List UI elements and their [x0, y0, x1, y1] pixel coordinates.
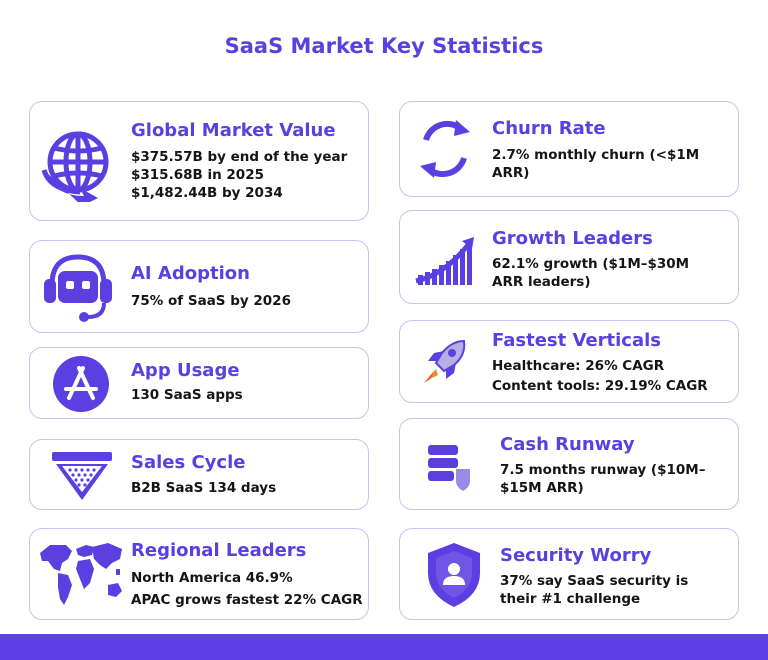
- card-lines: Healthcare: 26% CAGR Content tools: 29.1…: [492, 356, 708, 396]
- card-title: Regional Leaders: [131, 540, 307, 561]
- card-ai-adoption: AI Adoption 75% of SaaS by 2026: [29, 240, 369, 333]
- card-title: Sales Cycle: [131, 452, 246, 473]
- card-cash-runway: Cash Runway 7.5 months runway ($10M–$15M…: [399, 418, 739, 510]
- card-title: Growth Leaders: [492, 228, 653, 249]
- card-fastest-verticals: Fastest Verticals Healthcare: 26% CAGR C…: [399, 320, 739, 403]
- refresh-cycle-icon: [412, 116, 478, 182]
- card-lines: 7.5 months runway ($10M–$15M ARR): [500, 461, 720, 497]
- card-global-market-value: Global Market Value $375.57B by end of t…: [29, 101, 369, 221]
- card-title: Churn Rate: [492, 118, 606, 139]
- stat-line: 2.7% monthly churn (<$1M ARR): [492, 147, 700, 181]
- card-app-usage: App Usage 130 SaaS apps: [29, 347, 369, 419]
- card-lines: 75% of SaaS by 2026: [131, 292, 291, 310]
- stat-line: North America 46.9%: [131, 570, 293, 586]
- rocket-icon: [416, 335, 472, 391]
- growth-chart-icon: [414, 235, 478, 287]
- stat-line: 37% say SaaS security is their #1 challe…: [500, 573, 689, 607]
- card-lines: 130 SaaS apps: [131, 386, 243, 404]
- card-title: AI Adoption: [131, 263, 250, 284]
- stat-line: Healthcare: 26% CAGR: [492, 358, 665, 374]
- card-lines: 2.7% monthly churn (<$1M ARR): [492, 146, 707, 182]
- stat-line: $375.57B by end of the year: [131, 149, 348, 165]
- card-lines: North America 46.9% APAC grows fastest 2…: [131, 567, 363, 611]
- card-lines: 37% say SaaS security is their #1 challe…: [500, 572, 710, 608]
- card-lines: 62.1% growth ($1M–$30M ARR leaders): [492, 255, 707, 291]
- bottom-bar: [0, 634, 768, 660]
- app-store-icon: [52, 355, 110, 413]
- globe-icon: [40, 126, 120, 206]
- stat-line: B2B SaaS 134 days: [131, 480, 277, 496]
- card-title: Cash Runway: [500, 434, 635, 455]
- security-shield-user-icon: [424, 541, 484, 609]
- stat-line: $315.68B in 2025: [131, 167, 264, 183]
- card-churn-rate: Churn Rate 2.7% monthly churn (<$1M ARR): [399, 101, 739, 197]
- stat-line: 75% of SaaS by 2026: [131, 293, 291, 309]
- robot-headset-icon: [38, 251, 118, 325]
- stat-line: 130 SaaS apps: [131, 387, 243, 403]
- card-sales-cycle: Sales Cycle B2B SaaS 134 days: [29, 439, 369, 510]
- stat-line: $1,482.44B by 2034: [131, 185, 283, 201]
- stat-line: 62.1% growth ($1M–$30M ARR leaders): [492, 256, 690, 290]
- stat-line: APAC grows fastest 22% CAGR: [131, 592, 363, 608]
- card-title: Security Worry: [500, 545, 652, 566]
- stat-line: Content tools: 29.19% CAGR: [492, 378, 708, 394]
- card-title: Global Market Value: [131, 120, 336, 141]
- page-title: SaaS Market Key Statistics: [224, 34, 544, 58]
- funnel-icon: [50, 448, 114, 504]
- card-growth-leaders: Growth Leaders 62.1% growth ($1M–$30M AR…: [399, 210, 739, 304]
- card-security-worry: Security Worry 37% say SaaS security is …: [399, 528, 739, 620]
- database-shield-icon: [426, 443, 474, 491]
- stat-line: 7.5 months runway ($10M–$15M ARR): [500, 462, 706, 496]
- card-title: App Usage: [131, 360, 240, 381]
- world-map-icon: [36, 539, 128, 609]
- card-lines: B2B SaaS 134 days: [131, 479, 276, 497]
- card-regional-leaders: Regional Leaders North America 46.9% APA…: [29, 528, 369, 620]
- card-title: Fastest Verticals: [492, 330, 662, 351]
- card-lines: $375.57B by end of the year $315.68B in …: [131, 148, 347, 202]
